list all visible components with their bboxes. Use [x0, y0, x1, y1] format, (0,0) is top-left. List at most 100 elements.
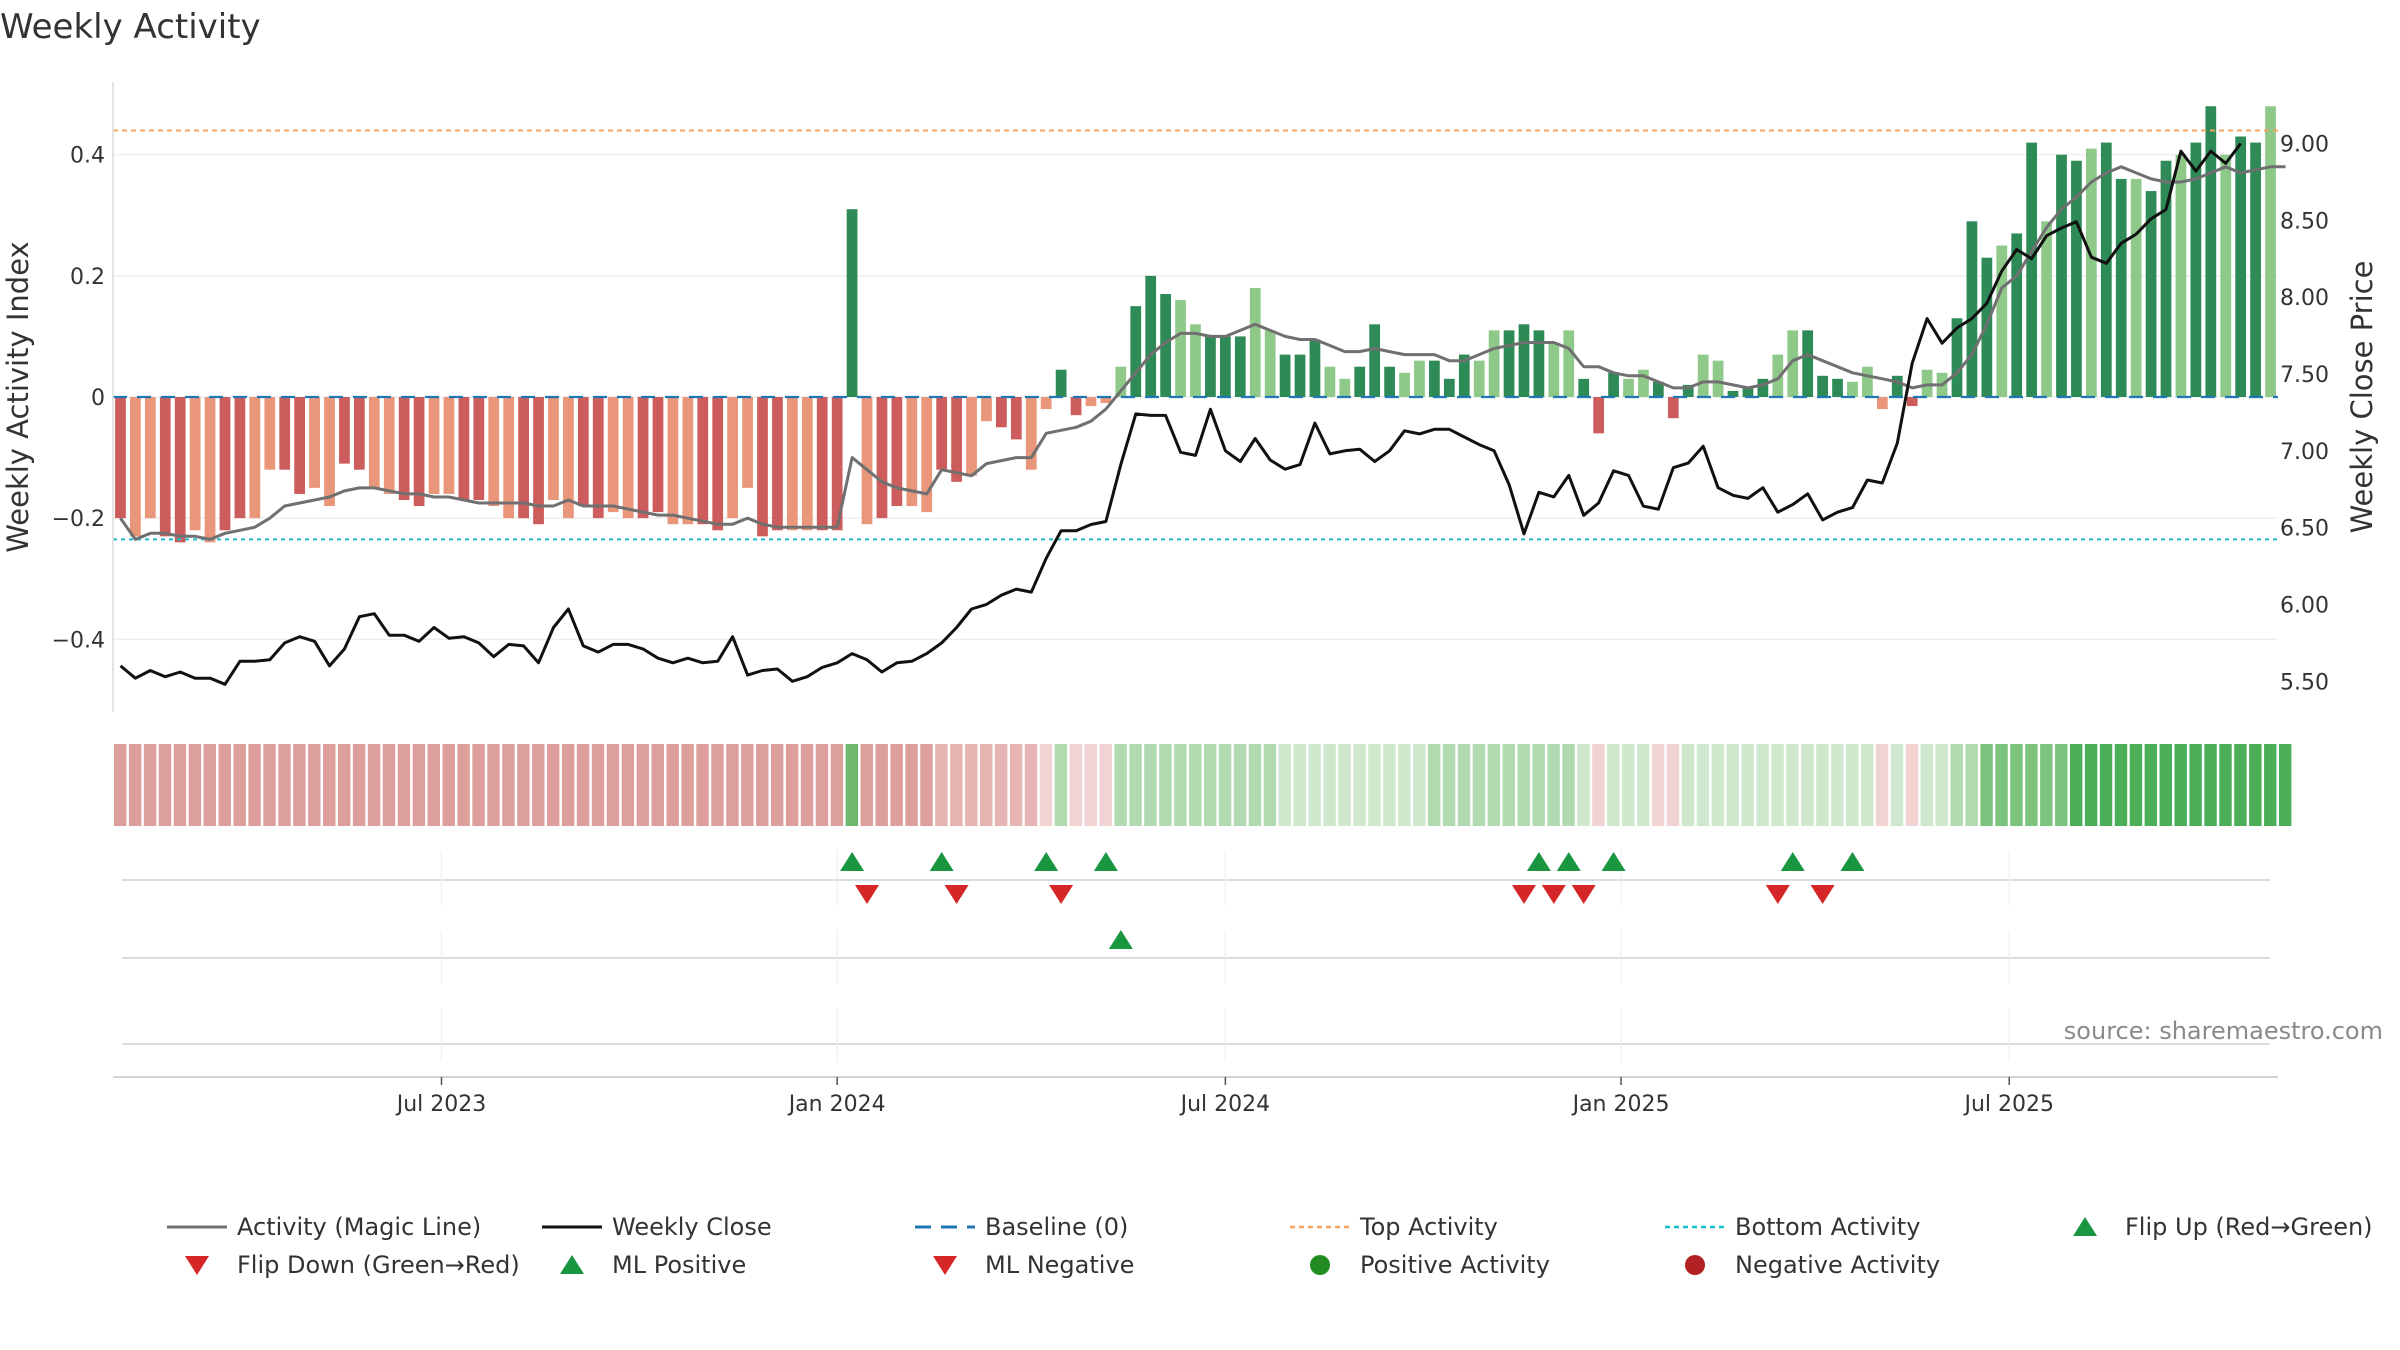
- activity-bar: [2220, 154, 2232, 397]
- activity-bar: [1234, 336, 1246, 397]
- activity-strip-cell: [2055, 744, 2068, 826]
- activity-bar: [1429, 360, 1440, 397]
- activity-strip: [114, 744, 2292, 826]
- activity-strip-cell: [1189, 744, 1202, 826]
- activity-strip-cell: [188, 744, 202, 826]
- activity-strip-cell: [1278, 744, 1292, 826]
- y-axis-ticks: 0.4 0.2 0 −0.2 −0.4: [52, 144, 105, 654]
- activity-strip-cell: [770, 744, 784, 826]
- legend-item: Activity (Magic Line): [167, 1213, 481, 1241]
- activity-strip-cell: [1846, 744, 1859, 826]
- legend-item: Top Activity: [1290, 1213, 1498, 1241]
- activity-bar: [398, 397, 410, 500]
- activity-strip-cell: [2129, 744, 2143, 826]
- legend-item: Flip Up (Red→Green): [2073, 1213, 2373, 1241]
- activity-strip-cell: [173, 744, 187, 826]
- activity-bar: [1205, 336, 1216, 397]
- activity-strip-cell: [2279, 744, 2292, 826]
- activity-bar: [697, 397, 709, 525]
- activity-strip-cell: [1592, 744, 1605, 826]
- flip-down-marker: [1571, 885, 1596, 904]
- activity-strip-cell: [1741, 744, 1754, 826]
- activity-strip-cell: [114, 744, 127, 826]
- activity-bar: [1399, 372, 1410, 397]
- circle-icon: [1310, 1255, 1330, 1275]
- activity-strip-cell: [1801, 744, 1814, 826]
- activity-bar: [2145, 191, 2157, 397]
- activity-bar: [1518, 324, 1530, 397]
- activity-strip-cell: [561, 744, 575, 826]
- activity-strip-cell: [1413, 744, 1426, 826]
- activity-bar: [1264, 330, 1276, 397]
- flip-up-marker: [1840, 852, 1865, 871]
- activity-bar: [891, 397, 903, 507]
- activity-bar: [2085, 148, 2097, 397]
- y2-tick-label: 8.00: [2280, 286, 2329, 311]
- activity-strip-cell: [547, 744, 560, 826]
- activity-bar: [458, 397, 470, 500]
- activity-strip-cell: [532, 744, 545, 826]
- activity-bar: [1847, 381, 1858, 397]
- activity-strip-cell: [1457, 744, 1471, 826]
- activity-bar: [757, 397, 768, 537]
- circle-icon: [1685, 1255, 1705, 1275]
- activity-bar: [1294, 354, 1306, 397]
- activity-strip-cell: [1547, 744, 1560, 826]
- flip-up-marker: [1556, 852, 1581, 871]
- activity-bar: [906, 397, 918, 507]
- activity-strip-cell: [1203, 744, 1217, 826]
- legend-item: Flip Down (Green→Red): [185, 1251, 520, 1279]
- activity-bar: [981, 397, 992, 422]
- activity-bar: [1772, 354, 1784, 397]
- activity-bar: [518, 397, 529, 519]
- activity-strip-cell: [293, 744, 306, 826]
- activity-strip-cell: [741, 744, 754, 826]
- activity-strip-cell: [1144, 744, 1157, 826]
- activity-strip-cell: [1950, 744, 1963, 826]
- activity-bar: [577, 397, 589, 507]
- activity-strip-cell: [457, 744, 470, 826]
- activity-bar: [1354, 366, 1366, 397]
- activity-strip-cell: [487, 744, 500, 826]
- legend-label: Weekly Close: [612, 1213, 772, 1241]
- activity-bar: [1712, 360, 1724, 397]
- activity-bar: [1085, 397, 1097, 407]
- activity-strip-cell: [1636, 744, 1650, 826]
- flip-down-marker: [855, 885, 880, 904]
- activity-strip-cell: [427, 744, 440, 826]
- activity-strip-cell: [1711, 744, 1725, 826]
- activity-bar: [667, 397, 679, 525]
- activity-bar: [264, 397, 276, 470]
- activity-bar: [2026, 142, 2038, 397]
- flip-up-marker: [1780, 852, 1805, 871]
- activity-bar: [1742, 387, 1754, 397]
- activity-bar: [652, 397, 664, 513]
- activity-bar: [2265, 106, 2276, 397]
- activity-strip-cell: [397, 744, 411, 826]
- activity-bar: [1309, 339, 1321, 397]
- activity-bar: [1727, 390, 1739, 397]
- activity-bar: [2175, 154, 2187, 397]
- activity-bar: [1458, 354, 1470, 397]
- activity-strip-cell: [502, 744, 515, 826]
- activity-strip-cell: [1323, 744, 1336, 826]
- activity-strip-cell: [1666, 744, 1680, 826]
- activity-strip-cell: [382, 744, 396, 826]
- activity-strip-cell: [337, 744, 351, 826]
- legend-item: Bottom Activity: [1665, 1213, 1920, 1241]
- activity-strip-cell: [1607, 744, 1620, 826]
- activity-strip-cell: [1174, 744, 1187, 826]
- activity-strip-cell: [2249, 744, 2262, 826]
- activity-bar: [488, 397, 500, 507]
- y2-tick-label: 5.50: [2280, 670, 2329, 695]
- activity-strip-cell: [218, 744, 231, 826]
- activity-bar: [2250, 142, 2261, 397]
- activity-strip-cell: [1353, 744, 1366, 826]
- activity-bar: [473, 397, 485, 500]
- activity-strip-cell: [1084, 744, 1097, 826]
- y-axis-label: Weekly Activity Index: [1, 241, 35, 552]
- triangle-down-icon: [933, 1256, 957, 1275]
- activity-bar: [951, 397, 962, 482]
- activity-strip-cell: [830, 744, 844, 826]
- activity-strip-cell: [1517, 744, 1530, 826]
